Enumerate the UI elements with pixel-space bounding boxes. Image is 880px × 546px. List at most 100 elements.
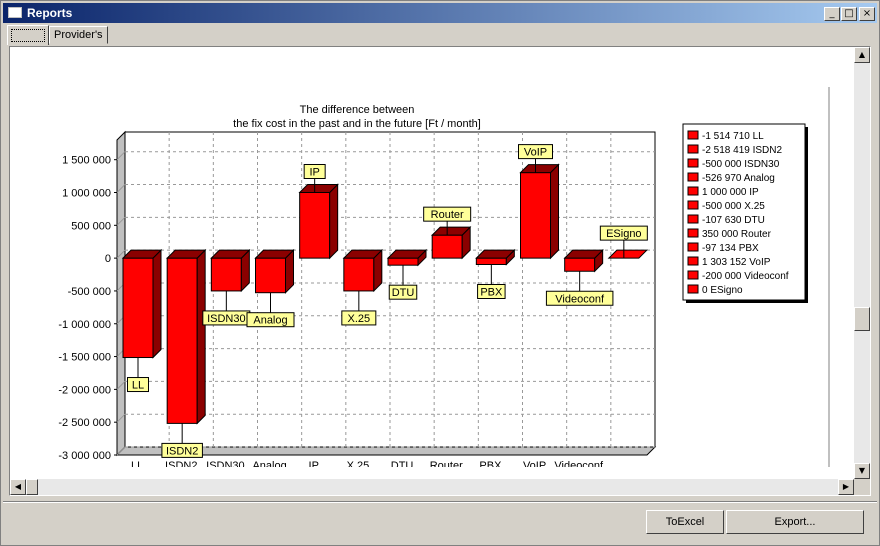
x-tick-label: LL bbox=[131, 460, 143, 467]
x-tick-label: DTU bbox=[391, 460, 414, 467]
horizontal-scrollbar[interactable]: ◀ ▶ bbox=[10, 479, 854, 495]
horizontal-scroll-thumb[interactable] bbox=[26, 479, 38, 495]
scroll-up-icon[interactable]: ▲ bbox=[854, 47, 870, 63]
bar-top bbox=[342, 249, 384, 259]
legend-swatch bbox=[687, 228, 699, 238]
data-label: ISDN30 bbox=[207, 313, 246, 325]
x-tick-label: ISDN2 bbox=[165, 460, 197, 467]
bar bbox=[166, 257, 198, 424]
data-label: Analog bbox=[253, 315, 287, 327]
x-tick-label: ISDN30 bbox=[206, 460, 245, 467]
minimize-icon[interactable]: _ bbox=[824, 7, 840, 21]
scroll-corner bbox=[854, 479, 870, 495]
chart-title-line2: the fix cost in the past and in the futu… bbox=[233, 118, 481, 130]
tab-report[interactable] bbox=[7, 25, 49, 45]
data-label-box bbox=[599, 225, 648, 241]
y-tick-label: 1 000 000 bbox=[62, 188, 111, 200]
bar-top bbox=[254, 249, 295, 259]
close-icon[interactable]: × bbox=[859, 7, 875, 21]
legend-entry: -526 970 Analog bbox=[702, 173, 775, 184]
x-tick-label: Videoconf bbox=[554, 460, 604, 467]
grid-line-wall bbox=[116, 249, 126, 259]
scroll-left-icon[interactable]: ◀ bbox=[10, 479, 26, 495]
data-label-box bbox=[545, 290, 614, 306]
y-tick-label: -2 500 000 bbox=[58, 417, 111, 429]
y-tick-label: -500 000 bbox=[68, 286, 111, 298]
y-tick-label: -1 500 000 bbox=[58, 352, 111, 364]
legend-entry: -1 514 710 LL bbox=[702, 131, 764, 142]
data-label-box bbox=[161, 442, 203, 458]
data-label: ESigno bbox=[606, 228, 641, 240]
report-panel: The difference between the fix cost in th… bbox=[9, 46, 871, 496]
legend-swatch bbox=[687, 158, 699, 168]
button-bar: ToExcel Export... bbox=[3, 501, 877, 546]
bar-top bbox=[519, 164, 560, 174]
grid-line-wall bbox=[116, 151, 126, 161]
grid-line-wall bbox=[116, 413, 126, 423]
bar bbox=[343, 257, 375, 292]
chart-title-line1: The difference between bbox=[300, 104, 415, 116]
legend-swatch bbox=[687, 256, 699, 266]
legend-swatch bbox=[687, 172, 699, 182]
bar bbox=[564, 257, 596, 272]
bar bbox=[210, 257, 242, 292]
focus-rect bbox=[11, 29, 45, 42]
legend-swatch bbox=[687, 200, 699, 210]
data-label-box bbox=[477, 283, 506, 299]
title-bar: Reports _ □ × bbox=[3, 3, 877, 23]
y-tick-label: 0 bbox=[105, 253, 111, 265]
bar-top bbox=[607, 249, 649, 259]
x-tick-label: PBX bbox=[479, 460, 502, 467]
legend-entry: -500 000 X.25 bbox=[702, 201, 765, 212]
legend-swatch bbox=[687, 144, 699, 154]
legend-entry: -107 630 DTU bbox=[702, 215, 765, 226]
y-tick-label: 1 500 000 bbox=[62, 155, 111, 167]
bar-top bbox=[430, 226, 472, 236]
vertical-scrollbar[interactable]: ▲ ▼ bbox=[854, 47, 870, 479]
export-button[interactable]: Export... bbox=[726, 510, 864, 534]
x-tick-label: VoIP bbox=[523, 460, 546, 467]
data-label-box bbox=[246, 312, 295, 328]
data-label-box bbox=[423, 206, 472, 222]
bar bbox=[520, 172, 551, 259]
x-tick-label: Router bbox=[430, 460, 463, 467]
legend-entry: 1 303 152 VoIP bbox=[702, 257, 771, 268]
x-tick-label: Analog bbox=[252, 460, 286, 467]
legend-swatch bbox=[687, 284, 699, 294]
scroll-right-icon[interactable]: ▶ bbox=[838, 479, 854, 495]
y-tick-label: -3 000 000 bbox=[58, 450, 111, 462]
to-excel-button[interactable]: ToExcel bbox=[646, 510, 724, 534]
tab-providers-data[interactable]: Provider's data bbox=[49, 26, 108, 57]
data-label-box bbox=[127, 377, 149, 393]
legend-swatch bbox=[687, 186, 699, 196]
bar-side bbox=[196, 248, 206, 425]
legend-swatch bbox=[687, 270, 699, 280]
legend-swatch bbox=[687, 130, 699, 140]
scroll-down-icon[interactable]: ▼ bbox=[854, 463, 870, 479]
y-tick-label: 500 000 bbox=[71, 220, 111, 232]
x-tick-label: IP bbox=[309, 460, 319, 467]
y-tick-label: -2 000 000 bbox=[58, 384, 111, 396]
data-label: PBX bbox=[480, 286, 503, 298]
bar bbox=[431, 234, 463, 259]
legend-entry: 0 ESigno bbox=[702, 285, 743, 296]
window-icon bbox=[8, 7, 22, 18]
bar bbox=[255, 257, 286, 294]
grid-line-wall bbox=[116, 446, 126, 456]
legend-swatch bbox=[687, 214, 699, 224]
data-label: Router bbox=[431, 209, 464, 221]
grid-line-wall bbox=[116, 216, 126, 226]
legend-entry: -200 000 Videoconf bbox=[702, 271, 789, 282]
maximize-icon[interactable]: □ bbox=[841, 7, 857, 21]
vertical-scroll-thumb[interactable] bbox=[854, 307, 870, 331]
bar-top bbox=[475, 249, 516, 259]
bar-top bbox=[386, 249, 428, 259]
bar bbox=[299, 192, 331, 259]
data-label-box bbox=[388, 284, 418, 300]
data-label: Videoconf bbox=[555, 293, 605, 305]
data-label-box bbox=[518, 144, 553, 160]
grid-line-wall bbox=[116, 381, 126, 390]
legend-entry: 1 000 000 IP bbox=[702, 187, 759, 198]
data-label: ISDN2 bbox=[166, 445, 198, 457]
